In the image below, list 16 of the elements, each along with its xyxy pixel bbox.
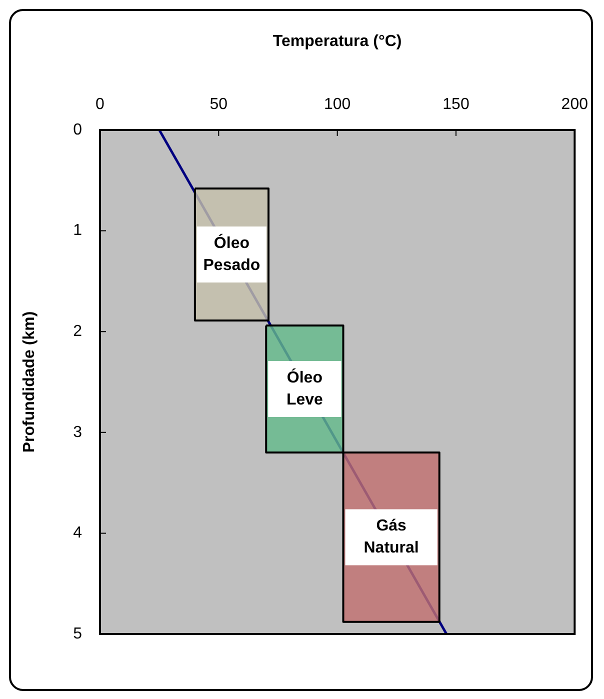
series-label: Óleo Leve	[286, 367, 324, 408]
y-axis-title: Profundidade (km)	[21, 311, 38, 453]
x-tick-label: 150	[442, 96, 470, 113]
y-tick-label: 3	[73, 424, 82, 441]
y-tick-label: 4	[73, 524, 82, 542]
x-axis-title: Temperatura (°C)	[272, 33, 402, 50]
y-tick-label: 5	[73, 625, 82, 642]
series-label: Gás Natural	[364, 518, 419, 557]
x-tick-label: 50	[210, 96, 228, 113]
y-tick-label: 2	[73, 323, 82, 340]
x-tick-label: 200	[561, 96, 588, 113]
series-label: Óleo Pesado	[203, 232, 260, 274]
x-tick-label: 100	[324, 96, 351, 113]
x-tick-label: 0	[96, 96, 105, 113]
y-tick-label: 1	[73, 222, 82, 240]
y-tick-label: 0	[73, 121, 82, 138]
